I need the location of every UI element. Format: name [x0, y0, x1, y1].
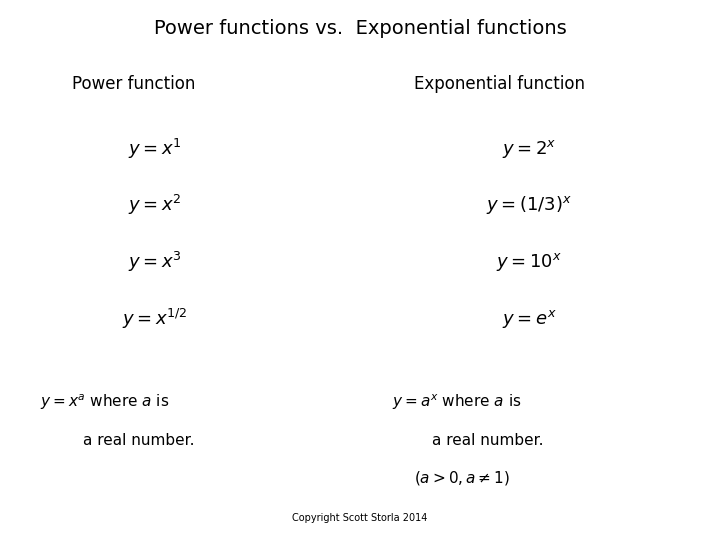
Text: $y = x^{1}$: $y = x^{1}$	[128, 137, 181, 160]
Text: $y = (1/3)^{x}$: $y = (1/3)^{x}$	[486, 194, 572, 216]
Text: $(a > 0, a \neq 1)$: $(a > 0, a \neq 1)$	[414, 469, 510, 487]
Text: $y = 10^{x}$: $y = 10^{x}$	[496, 251, 562, 273]
Text: Power functions vs.  Exponential functions: Power functions vs. Exponential function…	[153, 19, 567, 38]
Text: $y = x^{2}$: $y = x^{2}$	[128, 193, 181, 217]
Text: a real number.: a real number.	[432, 433, 544, 448]
Text: $y = 2^{x}$: $y = 2^{x}$	[502, 138, 557, 159]
Text: $y = a^{x}$ where $a$ is: $y = a^{x}$ where $a$ is	[392, 393, 522, 412]
Text: Copyright Scott Storla 2014: Copyright Scott Storla 2014	[292, 512, 428, 523]
Text: $y = x^{1/2}$: $y = x^{1/2}$	[122, 307, 187, 330]
Text: Exponential function: Exponential function	[414, 75, 585, 93]
Text: Power function: Power function	[72, 75, 195, 93]
Text: $y = x^{3}$: $y = x^{3}$	[128, 250, 181, 274]
Text: $y = e^{x}$: $y = e^{x}$	[502, 308, 557, 329]
Text: a real number.: a real number.	[83, 433, 194, 448]
Text: $y = x^{a}$ where $a$ is: $y = x^{a}$ where $a$ is	[40, 393, 169, 412]
